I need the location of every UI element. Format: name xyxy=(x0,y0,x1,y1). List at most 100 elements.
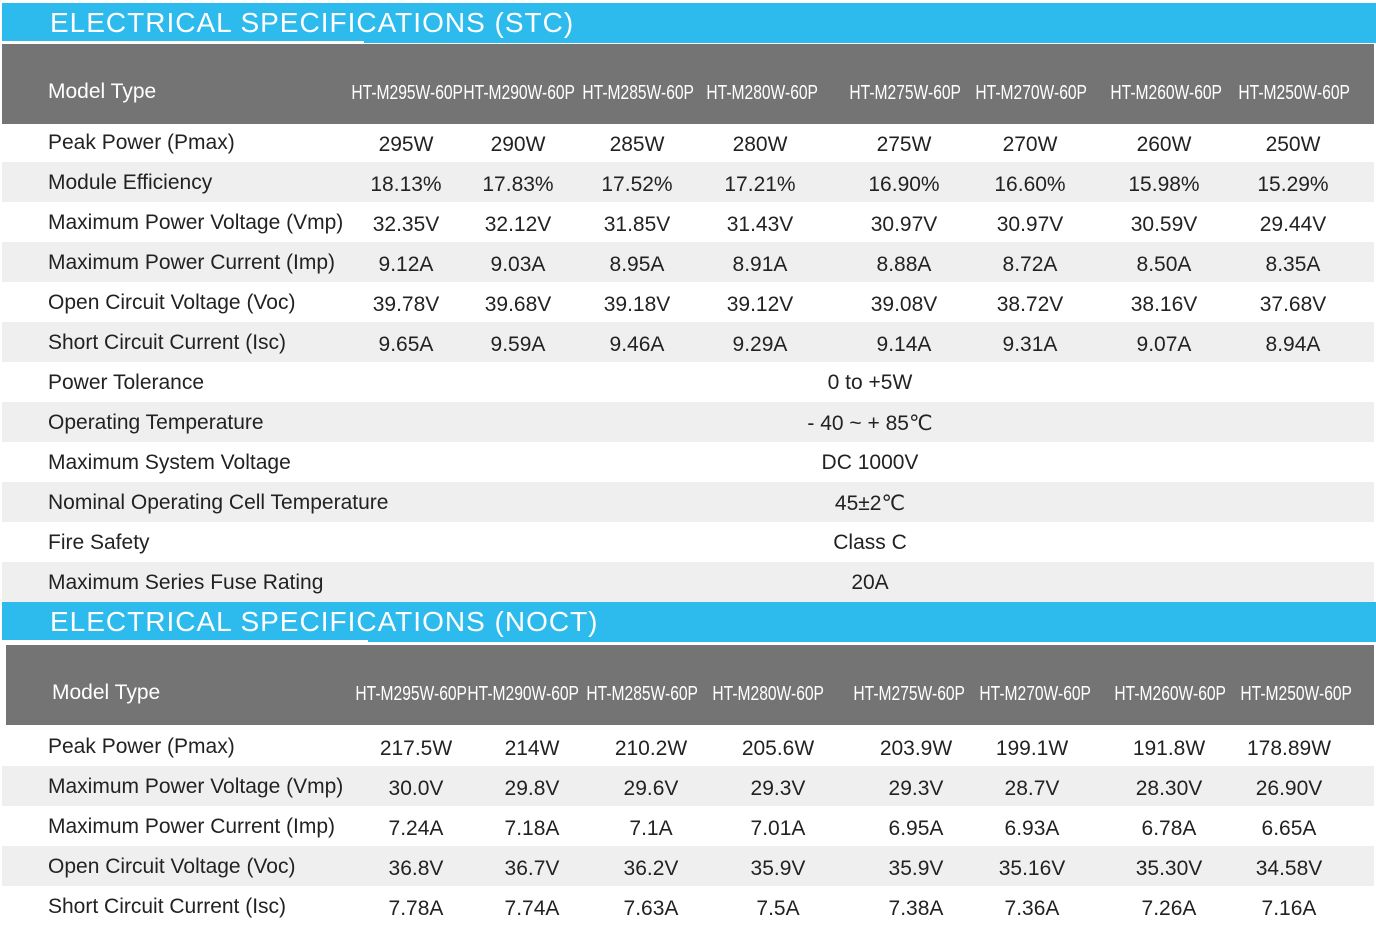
table-cell: 9.07A xyxy=(1136,333,1192,356)
noct-title-text: ELECTRICAL SPECIFICATIONS (NOCT) xyxy=(50,606,599,637)
row-label: Nominal Operating Cell Temperature xyxy=(48,491,389,514)
table-row: Peak Power (Pmax) 295W 290W 285W 280W 275W 270… xyxy=(2,122,1374,162)
common-value-cell: - 40 ~ + 85℃ xyxy=(807,412,933,435)
model-column-header: HT-M280W-60P xyxy=(706,82,818,104)
table-row: Open Circuit Voltage (Voc) 39.78V 39.68V 39… xyxy=(2,282,1374,322)
model-column-header: HT-M285W-60P xyxy=(586,683,698,705)
table-cell: 17.21% xyxy=(724,173,796,196)
table-cell: 214W xyxy=(504,737,560,760)
row-label: Open Circuit Voltage (Voc) xyxy=(48,855,296,878)
model-column-header: HT-M290W-60P xyxy=(467,683,579,705)
table-cell: 39.68V xyxy=(484,293,552,316)
table-cell: 8.94A xyxy=(1265,333,1321,356)
model-column-header: HT-M295W-60P xyxy=(355,683,467,705)
model-column-header: HT-M250W-60P xyxy=(1238,82,1350,104)
table-cell: 30.0V xyxy=(388,777,444,800)
row-label: Short Circuit Current (Isc) xyxy=(48,895,287,918)
table-cell: 38.72V xyxy=(996,293,1064,316)
table-cell: 9.29A xyxy=(732,333,788,356)
table-cell: 31.85V xyxy=(603,213,671,236)
table-cell: 7.78A xyxy=(388,897,444,920)
noct-title-underline xyxy=(2,640,368,642)
table-cell: 29.44V xyxy=(1259,213,1327,236)
row-label: Module Efficiency xyxy=(48,171,213,194)
table-cell: 260W xyxy=(1136,133,1192,156)
table-cell: 36.7V xyxy=(504,857,560,880)
table-cell: 9.59A xyxy=(490,333,546,356)
table-cell: 35.9V xyxy=(750,857,806,880)
row-label: Maximum Power Current (Imp) xyxy=(48,251,336,274)
table-cell: 9.03A xyxy=(490,253,546,276)
table-cell: 199.1W xyxy=(995,737,1069,760)
table-row: Maximum Power Current (Imp) 9.12A 9.03A 8.9… xyxy=(2,242,1374,282)
table-cell: 15.29% xyxy=(1257,173,1329,196)
table-row: Maximum Power Voltage (Vmp) 30.0V 29.8V 29.… xyxy=(2,766,1374,806)
model-column-header: HT-M275W-60P xyxy=(853,683,965,705)
row-label: Short Circuit Current (Isc) xyxy=(48,331,287,354)
table-cell: 7.36A xyxy=(1004,897,1060,920)
table-row: Module Efficiency 18.13% 17.83% 17.52% 17.21… xyxy=(2,162,1374,202)
model-column-header: HT-M270W-60P xyxy=(975,82,1087,104)
table-cell: 178.89W xyxy=(1246,737,1332,760)
row-label: Operating Temperature xyxy=(48,411,264,434)
table-cell: 250W xyxy=(1265,133,1321,156)
table-cell: 16.90% xyxy=(868,173,940,196)
table-cell: 31.43V xyxy=(726,213,794,236)
row-label: Maximum System Voltage xyxy=(48,451,291,474)
table-cell: 9.12A xyxy=(378,253,434,276)
table-cell: 6.93A xyxy=(1004,817,1060,840)
table-cell: 26.90V xyxy=(1255,777,1323,800)
table-cell: 275W xyxy=(876,133,932,156)
model-column-header: HT-M290W-60P xyxy=(463,82,575,104)
table-cell: 16.60% xyxy=(994,173,1066,196)
table-cell: 295W xyxy=(378,133,434,156)
table-cell: 7.63A xyxy=(623,897,679,920)
noct-model-type-label: Model Type xyxy=(52,681,161,704)
table-cell: 9.14A xyxy=(876,333,932,356)
table-row: Fire Safety Class C xyxy=(2,522,1374,562)
table-cell: 7.5A xyxy=(756,897,800,920)
common-value-cell: DC 1000V xyxy=(821,451,919,474)
table-cell: 9.31A xyxy=(1002,333,1058,356)
table-cell: 29.6V xyxy=(623,777,679,800)
row-label: Open Circuit Voltage (Voc) xyxy=(48,291,296,314)
table-cell: 7.18A xyxy=(504,817,560,840)
stc-title-text: ELECTRICAL SPECIFICATIONS (STC) xyxy=(50,7,575,38)
table-cell: 15.98% xyxy=(1128,173,1200,196)
table-cell: 38.16V xyxy=(1130,293,1198,316)
row-label: Maximum Series Fuse Rating xyxy=(48,571,324,594)
row-label: Fire Safety xyxy=(48,531,150,554)
table-cell: 39.08V xyxy=(870,293,938,316)
table-cell: 8.88A xyxy=(876,253,932,276)
table-cell: 7.01A xyxy=(750,817,806,840)
row-label: Maximum Power Current (Imp) xyxy=(48,815,336,838)
table-cell: 29.8V xyxy=(504,777,560,800)
table-cell: 285W xyxy=(609,133,665,156)
table-cell: 18.13% xyxy=(370,173,442,196)
table-cell: 280W xyxy=(732,133,788,156)
table-cell: 290W xyxy=(490,133,546,156)
table-cell: 6.65A xyxy=(1261,817,1317,840)
model-column-header: HT-M270W-60P xyxy=(979,683,1091,705)
model-column-header: HT-M260W-60P xyxy=(1110,82,1222,104)
table-cell: 7.24A xyxy=(388,817,444,840)
common-value-cell: 0 to +5W xyxy=(827,371,913,394)
table-cell: 8.50A xyxy=(1136,253,1192,276)
table-cell: 210.2W xyxy=(614,737,688,760)
table-cell: 8.91A xyxy=(732,253,788,276)
table-cell: 29.3V xyxy=(750,777,806,800)
table-cell: 36.8V xyxy=(388,857,444,880)
table-cell: 203.9W xyxy=(879,737,953,760)
table-row: Short Circuit Current (Isc) 9.65A 9.59A 9.4… xyxy=(2,322,1374,362)
table-cell: 7.26A xyxy=(1141,897,1197,920)
table-cell: 35.9V xyxy=(888,857,944,880)
table-cell: 32.12V xyxy=(484,213,552,236)
table-cell: 8.72A xyxy=(1002,253,1058,276)
stc-header-row: Model Type HT-M295W-60P HT-M290W-60P HT-M2… xyxy=(2,44,1374,124)
table-cell: 6.95A xyxy=(888,817,944,840)
table-cell: 270W xyxy=(1002,133,1058,156)
table-row: Nominal Operating Cell Temperature 45±2℃ xyxy=(2,482,1374,522)
table-row: Open Circuit Voltage (Voc) 36.8V 36.7V 36.2… xyxy=(2,846,1374,886)
table-cell: 7.74A xyxy=(504,897,560,920)
noct-section-title: ELECTRICAL SPECIFICATIONS (NOCT) xyxy=(2,602,1376,642)
